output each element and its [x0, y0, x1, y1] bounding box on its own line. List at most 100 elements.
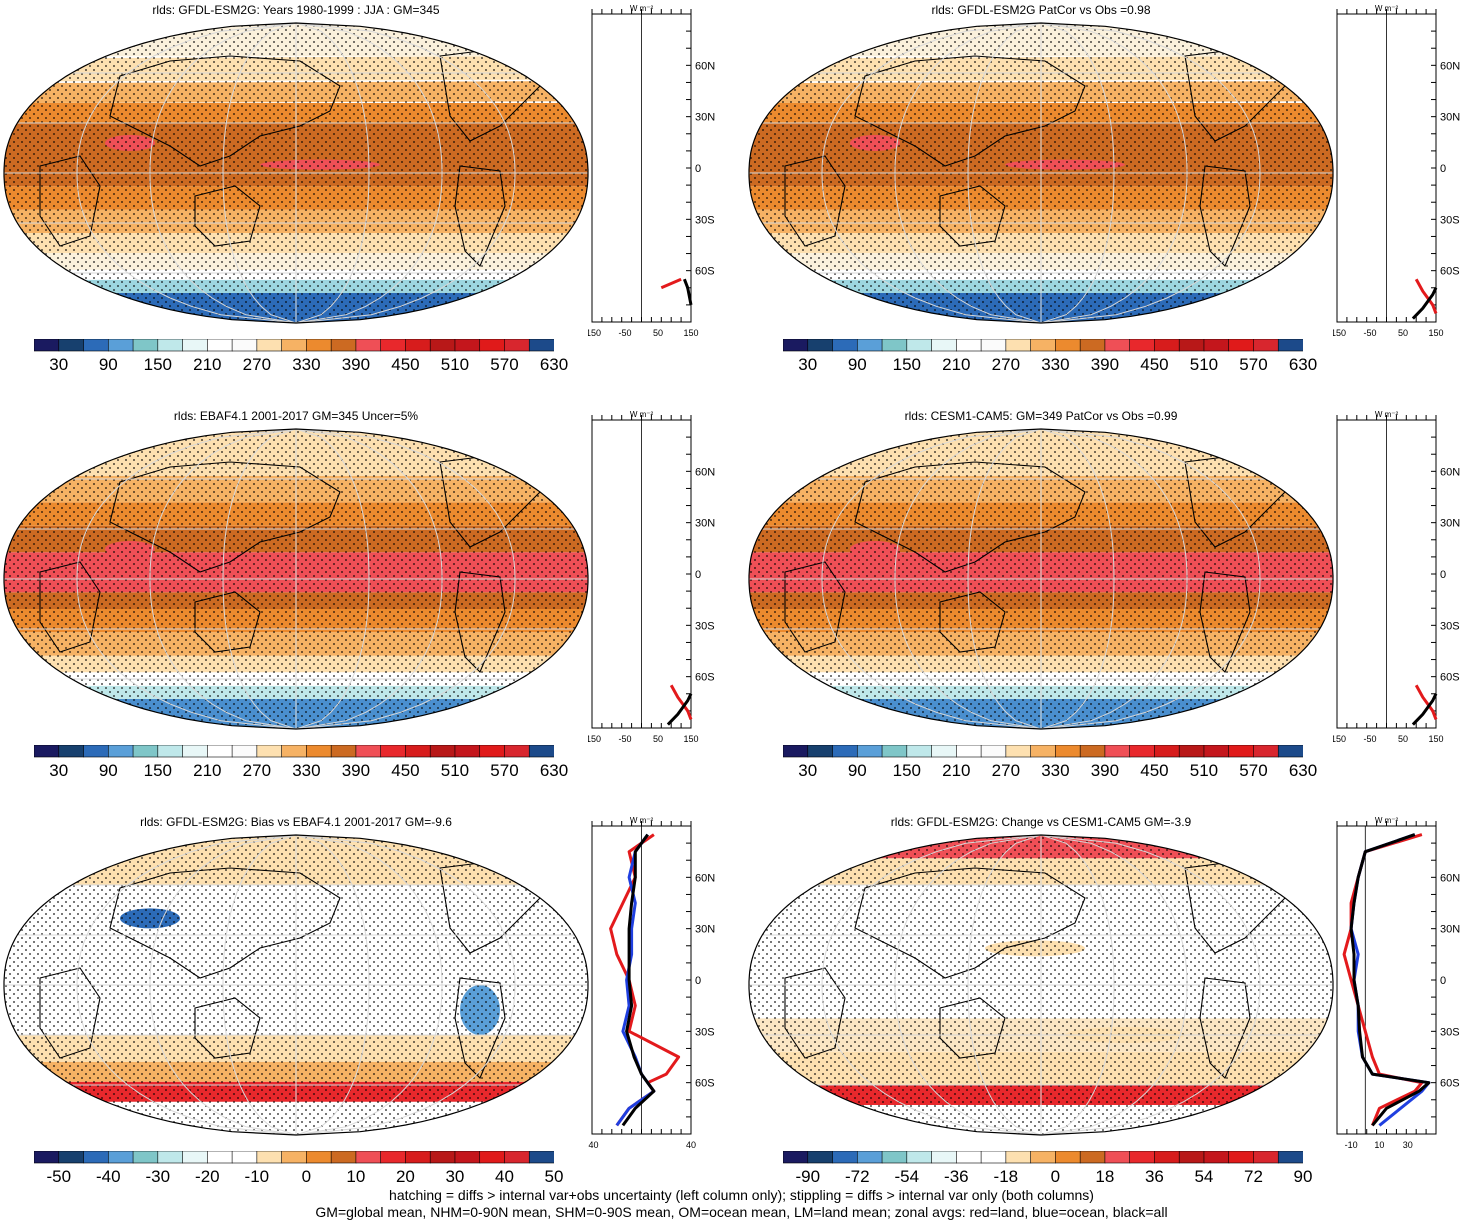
x-tick-label: -40 — [588, 1140, 599, 1150]
colorbar-swatch — [330, 339, 357, 352]
graticule-line — [295, 429, 370, 729]
zonal-curve — [1342, 833, 1424, 1126]
graticule-line — [76, 429, 297, 729]
colorbar-tick-label: 390 — [1090, 761, 1120, 780]
colorbar-swatch — [1005, 1151, 1032, 1164]
colorbar-swatch — [906, 339, 933, 352]
lat-label: 30S — [1440, 1026, 1460, 1038]
colorbar-tick-label: 450 — [391, 355, 420, 374]
colorbar-tick-label: 270 — [242, 355, 272, 374]
colorbar-swatch — [58, 745, 85, 758]
coastline — [854, 461, 1086, 573]
colorbar-swatch — [182, 745, 208, 758]
lat-label: 60S — [695, 1078, 715, 1090]
colorbar-swatch — [281, 745, 307, 758]
colorbar-swatch — [1253, 339, 1279, 352]
lat-label: 0 — [1440, 163, 1446, 175]
unit-label: W m⁻² — [630, 4, 654, 13]
lat-label: 30N — [695, 518, 715, 530]
coastline — [854, 867, 1086, 979]
zonal-curve — [1414, 278, 1438, 314]
colorbar-swatch — [405, 339, 431, 352]
colorbar-swatch — [504, 339, 530, 352]
colorbar-swatch — [856, 745, 883, 758]
coastline — [194, 997, 261, 1059]
colorbar-swatch — [454, 1151, 481, 1164]
colorbar-swatch — [454, 339, 481, 352]
colorbar-swatch — [306, 1151, 332, 1164]
lat-label: 60S — [695, 266, 715, 278]
colorbar-swatch — [355, 745, 382, 758]
lat-label: 60N — [1440, 466, 1460, 478]
colorbar-tick-label: 150 — [143, 355, 172, 374]
colorbar-swatch — [231, 745, 258, 758]
colorbar-tick-label: 450 — [391, 761, 420, 780]
panel-ebaf-obs: rlds: EBAF4.1 2001-2017 GM=345 Uncer=5% … — [0, 406, 740, 806]
panel-title: rlds: GFDL-ESM2G PatCor vs Obs =0.98 — [931, 3, 1151, 17]
footer-caption-2: GM=global mean, NHM=0-90N mean, SHM=0-90… — [315, 1204, 1168, 1220]
x-tick-label: 150 — [683, 734, 698, 744]
colorbar-swatch — [306, 745, 332, 758]
colorbar-tick-label: 90 — [847, 355, 867, 374]
graticule-line — [295, 429, 443, 729]
colorbar-tick-label: 30 — [798, 761, 818, 780]
colorbar-tick-label: 270 — [991, 355, 1021, 374]
colorbar-tick-label: 270 — [991, 761, 1021, 780]
zonal-curve — [1411, 693, 1438, 726]
colorbar — [34, 339, 554, 352]
graticule-line — [894, 835, 1042, 1135]
colorbar-tick-label: 30 — [49, 355, 69, 374]
colorbar-tick-label: 10 — [346, 1167, 366, 1186]
colorbar-swatch — [956, 745, 982, 758]
colorbar-tick-label: -20 — [195, 1167, 220, 1186]
colorbar-tick-label: 570 — [1239, 761, 1268, 780]
colorbar-swatch — [504, 1151, 530, 1164]
colorbar-swatch — [1228, 339, 1255, 352]
coastline — [939, 591, 1006, 653]
graticule-line — [76, 835, 297, 1135]
colorbar-swatch — [1228, 745, 1255, 758]
colorbar-swatch — [1030, 745, 1056, 758]
colorbar-swatch — [429, 745, 456, 758]
colorbar — [783, 1151, 1303, 1164]
colorbar-tick-label: 90 — [847, 761, 867, 780]
panel-gfdl-change: rlds: GFDL-ESM2G: Change vs CESM1-CAM5 G… — [745, 812, 1483, 1186]
x-tick-label: 50 — [1398, 734, 1408, 744]
colorbar-swatch — [504, 745, 530, 758]
unit-label: W m⁻² — [1375, 816, 1399, 825]
lat-label: 30N — [1440, 112, 1460, 124]
lat-label: 60S — [1440, 266, 1460, 278]
colorbar-swatch — [1030, 339, 1056, 352]
map-border — [3, 22, 589, 324]
colorbar-tick-label: 20 — [395, 1167, 415, 1186]
map-border — [748, 834, 1334, 1136]
graticule-line — [894, 429, 1042, 729]
graticule-line — [295, 23, 516, 323]
colorbar-swatch — [1055, 339, 1081, 352]
unit-label: W m⁻² — [1375, 4, 1399, 13]
x-tick-label: 150 — [1428, 734, 1443, 744]
colorbar-tick-label: 330 — [1041, 355, 1070, 374]
colorbar-swatch — [405, 1151, 431, 1164]
colorbar-swatch — [107, 339, 134, 352]
panel-title: rlds: EBAF4.1 2001-2017 GM=345 Uncer=5% — [173, 409, 419, 423]
coastline — [784, 155, 846, 247]
colorbar-swatch — [783, 339, 809, 352]
x-tick-label: 50 — [1398, 328, 1408, 338]
graticule-line — [222, 23, 297, 323]
coastline — [1199, 165, 1251, 267]
colorbar-swatch — [58, 339, 85, 352]
colorbar-swatch — [1129, 745, 1156, 758]
colorbar-swatch — [256, 745, 283, 758]
coastline — [454, 571, 506, 673]
colorbar-swatch — [528, 1151, 554, 1164]
colorbar-swatch — [429, 1151, 456, 1164]
colorbar-swatch — [1030, 1151, 1056, 1164]
lat-label: 30S — [695, 1026, 715, 1038]
colorbar-tick-label: 570 — [490, 761, 519, 780]
colorbar-tick-label: 150 — [143, 761, 172, 780]
graticule-line — [821, 429, 1042, 729]
colorbar-tick-label: -90 — [795, 1167, 821, 1186]
lat-label: 30S — [695, 214, 715, 226]
coastline — [109, 867, 341, 979]
